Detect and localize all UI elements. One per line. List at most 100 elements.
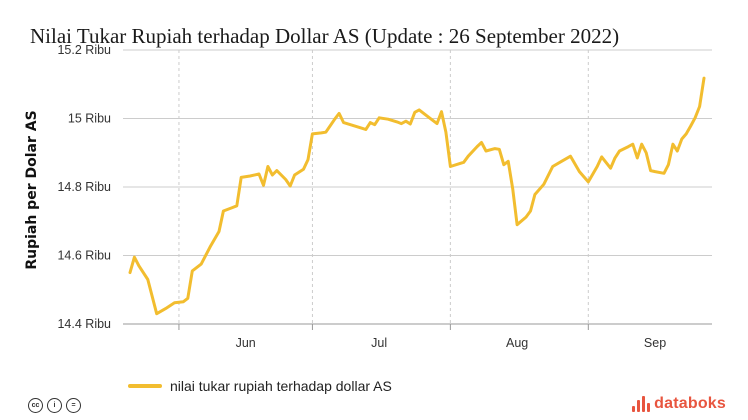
data-point (614, 157, 616, 159)
data-point (645, 152, 647, 154)
data-point (462, 161, 465, 164)
data-point (365, 128, 367, 131)
data-point (543, 183, 545, 186)
data-point (325, 131, 327, 133)
data-point (164, 307, 167, 310)
data-point (703, 77, 705, 79)
license-icons: cc i = (28, 398, 81, 413)
data-point (649, 169, 652, 172)
data-point (609, 167, 612, 169)
data-point (698, 105, 701, 108)
data-point (436, 122, 438, 125)
creative-commons-icon: cc (28, 398, 43, 413)
data-point (405, 120, 407, 122)
data-point (133, 256, 136, 259)
x-tick-label: Sep (644, 336, 666, 350)
attribution-icon: i (47, 398, 62, 413)
no-derivatives-icon: = (66, 398, 81, 413)
data-point (525, 216, 527, 218)
data-point (632, 143, 634, 145)
data-point (516, 223, 518, 226)
data-point (187, 297, 189, 300)
x-tick-label: Jun (236, 336, 256, 350)
y-axis-label: Rupiah per Dolar AS (24, 110, 40, 270)
data-point (529, 210, 532, 212)
data-point (440, 110, 443, 113)
data-point (685, 133, 687, 135)
legend-swatch (128, 384, 162, 388)
data-point (360, 127, 363, 129)
data-point (289, 185, 292, 187)
data-point (409, 123, 412, 125)
data-point (654, 170, 656, 173)
data-point (494, 147, 496, 150)
data-point (258, 173, 260, 175)
y-tick-label: 14.4 Ribu (57, 317, 111, 331)
data-point (271, 174, 274, 176)
data-point (267, 165, 269, 168)
data-point (578, 170, 581, 173)
x-tick-label: Aug (506, 336, 528, 350)
data-point (209, 246, 211, 248)
logo-bars-icon (632, 396, 651, 412)
data-point (236, 205, 238, 207)
data-point (596, 165, 598, 168)
data-point (240, 176, 242, 179)
data-point (262, 184, 265, 187)
brand-name: databoks (654, 395, 726, 412)
data-point (600, 156, 603, 158)
data-point (173, 302, 176, 304)
data-point (627, 145, 630, 148)
data-point (307, 158, 309, 161)
data-point (200, 263, 202, 265)
y-tick-label: 15.2 Ribu (57, 43, 111, 57)
data-point (182, 300, 185, 303)
databoks-logo[interactable]: databoks (632, 395, 726, 413)
data-point (191, 270, 194, 272)
data-point (498, 148, 501, 151)
data-point (231, 206, 234, 209)
chart-title: Nilai Tukar Rupiah terhadap Dollar AS (U… (30, 24, 620, 48)
data-point (689, 125, 692, 127)
legend-label: nilai tukar rupiah terhadap dollar AS (170, 378, 392, 394)
data-point (503, 163, 505, 166)
data-point (138, 265, 140, 267)
data-point (560, 160, 563, 163)
data-point (284, 178, 287, 181)
data-point (663, 172, 665, 175)
data-point (147, 278, 149, 281)
series-line (128, 76, 706, 316)
data-point (618, 150, 621, 152)
data-point (373, 123, 376, 126)
data-point (351, 124, 354, 127)
data-point (387, 118, 389, 120)
data-point (511, 187, 514, 190)
data-point (681, 138, 683, 140)
data-point (476, 145, 478, 148)
x-tick-label: Jul (371, 336, 387, 350)
data-point (427, 116, 429, 118)
data-point (569, 155, 572, 157)
data-point (320, 132, 323, 134)
data-point (218, 230, 220, 233)
data-point (672, 143, 674, 145)
data-point (276, 169, 278, 172)
data-point (222, 210, 225, 212)
data-point (378, 117, 381, 119)
data-point (293, 174, 296, 176)
data-point (129, 271, 131, 274)
data-point (414, 111, 416, 114)
data-point (155, 312, 158, 315)
data-point (333, 118, 336, 120)
data-point (449, 165, 452, 168)
data-point (311, 133, 314, 135)
data-point (640, 143, 643, 145)
data-point (458, 162, 461, 165)
data-point (485, 150, 487, 152)
data-point (342, 121, 345, 124)
data-point (338, 112, 340, 115)
legend[interactable]: nilai tukar rupiah terhadap dollar AS (128, 376, 392, 396)
data-point (467, 155, 470, 157)
data-point (534, 193, 536, 196)
